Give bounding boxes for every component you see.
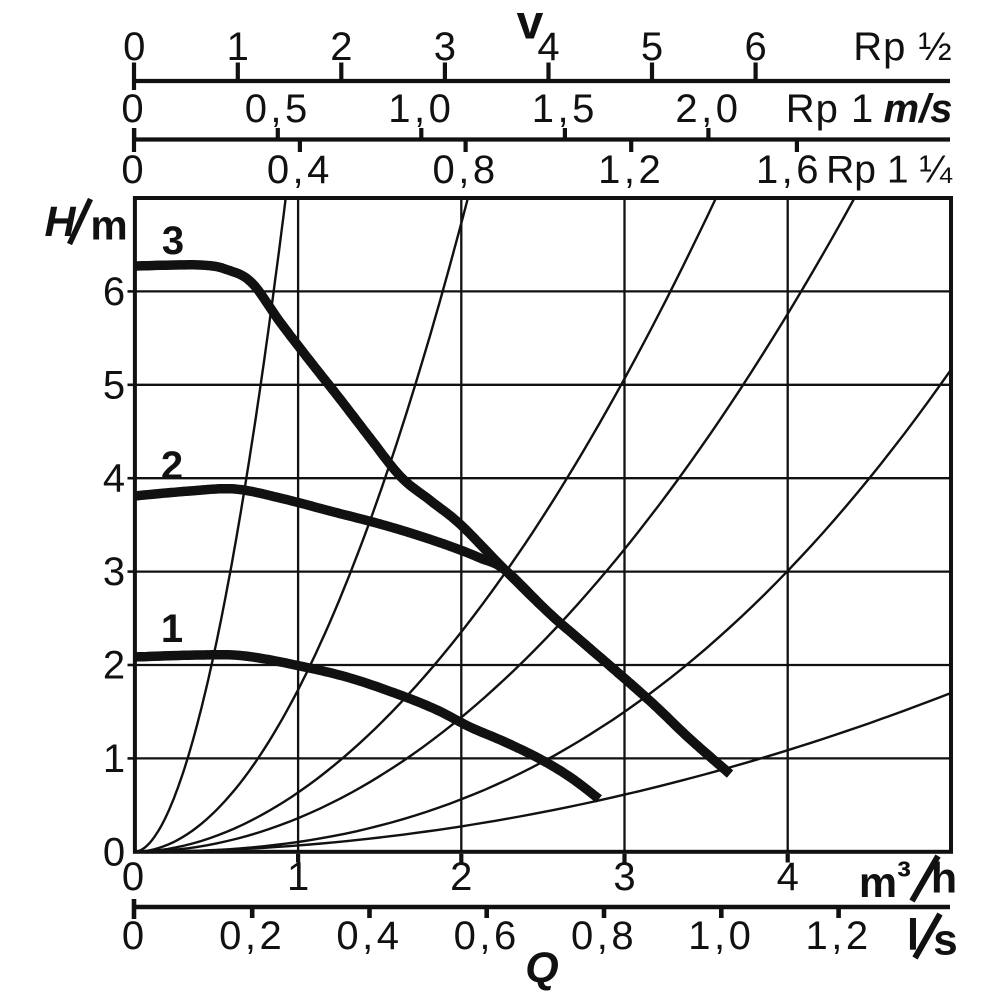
svg-text:1: 1: [287, 855, 309, 899]
svg-text:0: 0: [103, 830, 125, 874]
svg-text:h: h: [931, 855, 957, 903]
svg-text:0: 0: [123, 25, 145, 69]
svg-text:2: 2: [103, 644, 125, 688]
svg-text:0,5: 0,5: [245, 87, 311, 131]
svg-text:0,6: 0,6: [454, 914, 520, 958]
svg-text:m: m: [90, 202, 127, 249]
svg-text:0,8: 0,8: [571, 914, 637, 958]
svg-text:1: 1: [227, 25, 249, 69]
svg-text:0,2: 0,2: [219, 914, 285, 958]
svg-text:v: v: [517, 0, 544, 50]
svg-text:³: ³: [897, 853, 911, 900]
svg-text:4: 4: [777, 855, 799, 899]
svg-text:1,2: 1,2: [806, 914, 872, 958]
svg-text:Rp 1 ¼: Rp 1 ¼: [826, 149, 952, 192]
svg-text:6: 6: [744, 25, 766, 69]
svg-text:s: s: [933, 916, 957, 965]
svg-text:2,0: 2,0: [675, 87, 741, 131]
svg-text:Rp ½: Rp ½: [853, 25, 953, 69]
svg-text:0: 0: [121, 148, 147, 192]
svg-text:3: 3: [162, 219, 184, 263]
svg-text:0,8: 0,8: [433, 148, 499, 192]
svg-text:5: 5: [641, 25, 663, 69]
svg-text:1,2: 1,2: [598, 148, 664, 192]
svg-text:5: 5: [103, 363, 125, 407]
svg-text:4: 4: [103, 457, 125, 501]
svg-text:2: 2: [330, 25, 352, 69]
svg-text:3: 3: [613, 855, 635, 899]
svg-text:2: 2: [450, 855, 472, 899]
svg-text:2: 2: [161, 444, 183, 488]
svg-text:1,5: 1,5: [532, 87, 598, 131]
svg-text:Rp 1: Rp 1: [786, 87, 875, 131]
svg-text:6: 6: [103, 270, 125, 314]
svg-text:4: 4: [537, 25, 559, 69]
svg-text:Q: Q: [525, 944, 558, 992]
svg-text:m: m: [859, 859, 897, 907]
svg-text:1: 1: [161, 607, 183, 651]
svg-text:3: 3: [103, 550, 125, 594]
svg-text:1: 1: [103, 737, 125, 781]
svg-text:0,4: 0,4: [267, 148, 333, 192]
svg-text:0: 0: [122, 914, 144, 958]
svg-text:1,6: 1,6: [756, 148, 822, 192]
svg-text:1,0: 1,0: [388, 87, 454, 131]
svg-text:0: 0: [121, 87, 147, 131]
svg-text:0: 0: [122, 855, 144, 899]
svg-text:0,4: 0,4: [336, 914, 402, 958]
svg-text:m/s: m/s: [884, 87, 953, 131]
svg-text:1,0: 1,0: [688, 914, 754, 958]
svg-text:3: 3: [434, 25, 456, 69]
svg-text:l: l: [907, 911, 919, 960]
